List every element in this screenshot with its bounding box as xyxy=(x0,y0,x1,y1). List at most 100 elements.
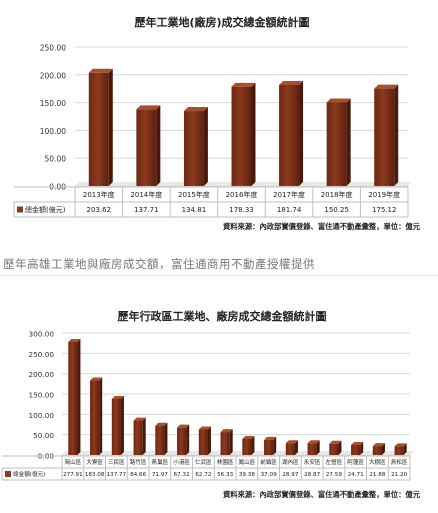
data-label: 62.72 xyxy=(195,472,211,478)
bar-top xyxy=(242,435,255,439)
bar-top xyxy=(285,440,298,444)
bar-side xyxy=(207,426,211,455)
legend-label: 總金額(億元) xyxy=(13,470,45,478)
bar-湖內區 xyxy=(285,443,295,455)
data-label: 150.25 xyxy=(324,206,349,214)
x-tick-label: 仁武區 xyxy=(195,458,212,466)
bar-2017年度 xyxy=(279,84,300,186)
x-tick-label: 永安區 xyxy=(304,458,321,466)
bar-岡山區 xyxy=(68,341,78,455)
bar-2015年度 xyxy=(183,111,204,186)
chart-title: 歷年工業地(廠房)成交總金額統計圖 xyxy=(134,15,309,29)
bar-top xyxy=(394,443,407,447)
data-label: 28.87 xyxy=(304,472,320,478)
bar-top xyxy=(231,82,256,87)
source-note: 資料來源：內政部實價登錄、富住通不動產彙整，單位：億元 xyxy=(223,222,421,231)
x-tick-label: 2013年度 xyxy=(83,190,115,199)
y-tick-label: 200.00 xyxy=(40,71,66,80)
data-label: 183.08 xyxy=(85,472,105,478)
bar-top xyxy=(372,443,385,447)
bar-side xyxy=(186,424,190,455)
chart-district-total: 歷年行政區工業地、廠房成交總金額統計圖 300.00 250.00 200.00 150… xyxy=(0,292,438,509)
data-label: 39.38 xyxy=(239,472,255,478)
data-label: 67.32 xyxy=(174,472,190,478)
y-tick-label: 50.00 xyxy=(45,155,67,164)
bar-林園區 xyxy=(220,432,230,455)
bar-side xyxy=(251,82,256,186)
bar-top xyxy=(88,68,113,73)
data-label: 37.09 xyxy=(261,472,277,478)
data-label: 28.97 xyxy=(282,472,298,478)
y-tick-label: 300.00 xyxy=(28,330,54,339)
x-tick-label: 鳥松區 xyxy=(391,458,408,466)
chart-title: 歷年行政區工業地、廠房成交總金額統計圖 xyxy=(118,309,327,323)
data-label: 203.62 xyxy=(87,206,112,214)
x-tick-label: 林園區 xyxy=(217,458,234,466)
bar-top xyxy=(329,440,342,444)
bar-side xyxy=(142,417,146,455)
data-label: 21.20 xyxy=(391,472,407,478)
bar-2013年度 xyxy=(88,72,109,186)
bar-大樹區 xyxy=(372,446,382,455)
x-tick-label: 湖內區 xyxy=(282,458,299,466)
bar-top xyxy=(133,417,146,421)
bar-side xyxy=(164,422,168,455)
x-tick-label: 2018年度 xyxy=(321,190,353,199)
data-label: 24.71 xyxy=(348,472,364,478)
y-tick-label: 100.00 xyxy=(40,127,66,136)
chart-floor xyxy=(62,451,414,455)
x-tick-label: 燕巢區 xyxy=(151,458,168,466)
bar-side xyxy=(294,440,298,455)
data-label: 137.77 xyxy=(107,472,127,478)
bar-top xyxy=(155,422,168,426)
bar-side xyxy=(273,436,277,455)
image-caption: 歷年高雄工業地與廠房成交額，富住通商用不動產授權提供 xyxy=(3,257,315,271)
chart-yearly-total: 歷年工業地(廠房)成交總金額統計圖 250.00 200.00 150.00 100.0… xyxy=(0,0,438,236)
x-tick-label: 路竹區 xyxy=(130,458,147,466)
data-label: 84.66 xyxy=(130,472,146,478)
bar-2018年度 xyxy=(326,102,347,186)
data-label: 181.74 xyxy=(277,206,302,214)
chart-district-svg: 歷年行政區工業地、廠房成交總金額統計圖 300.00 250.00 200.00 150… xyxy=(1,309,421,499)
x-tick-label: 鳳山區 xyxy=(238,458,255,466)
bar-top xyxy=(326,98,351,103)
x-tick-label: 2019年度 xyxy=(368,190,400,199)
bar-side xyxy=(251,435,255,455)
bar-仁武區 xyxy=(198,429,208,455)
bar-top xyxy=(307,440,320,444)
bar-side xyxy=(229,429,233,455)
bar-top xyxy=(198,426,211,430)
bar-top xyxy=(279,80,304,85)
bar-永安區 xyxy=(307,443,317,455)
bar-2016年度 xyxy=(231,86,252,186)
bar-side xyxy=(120,395,124,455)
bar-top xyxy=(111,395,124,399)
bar-side xyxy=(299,80,304,186)
x-tick-label: 三民區 xyxy=(108,459,125,466)
bar-左營區 xyxy=(329,443,339,455)
bar-top xyxy=(183,107,208,112)
bar-side xyxy=(403,443,407,455)
bar-top xyxy=(68,338,81,342)
bar-side xyxy=(346,98,351,186)
data-label: 137.71 xyxy=(134,206,159,214)
legend-label: 總金額(億元) xyxy=(25,205,66,214)
data-label: 71.97 xyxy=(152,472,168,478)
data-label: 134.81 xyxy=(182,206,207,214)
bar-side xyxy=(381,443,385,455)
bar-side xyxy=(394,84,399,186)
bar-小港區 xyxy=(177,427,187,455)
x-tick-label: 2014年度 xyxy=(130,190,162,199)
legend-swatch xyxy=(5,471,11,477)
x-tick-label: 大樹區 xyxy=(369,458,386,466)
chart-yearly-svg: 歷年工業地(廠房)成交總金額統計圖 250.00 200.00 150.00 100.0… xyxy=(13,15,421,231)
y-tick-label: 250.00 xyxy=(28,350,54,359)
y-tick-label: 150.00 xyxy=(40,99,66,108)
bar-2019年度 xyxy=(374,88,395,186)
x-tick-label: 岡山區 xyxy=(64,458,81,466)
y-tick-label: 250.00 xyxy=(40,44,66,53)
data-label: 277.91 xyxy=(63,472,83,478)
y-tick-label: 50.00 xyxy=(33,431,54,440)
bar-前鎮區 xyxy=(264,439,274,455)
x-tick-label: 大寮區 xyxy=(86,458,103,466)
